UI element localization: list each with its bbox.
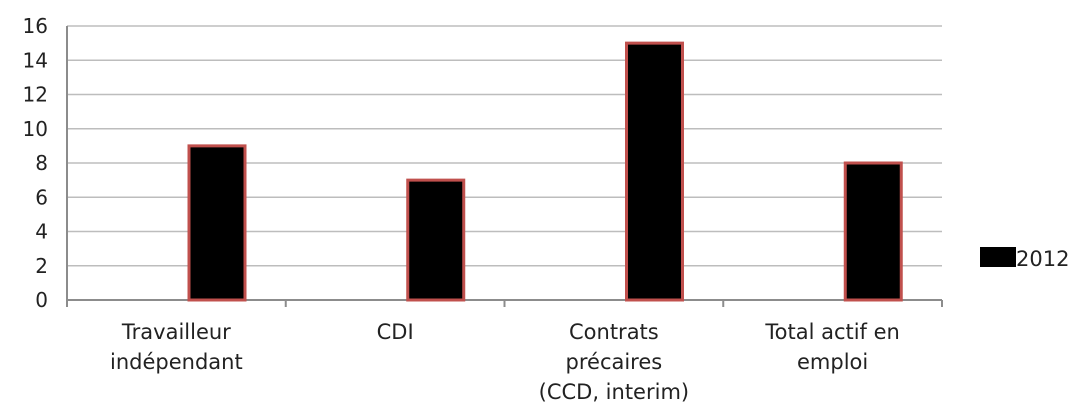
legend: 2012 xyxy=(980,247,1069,271)
x-category-label: emploi xyxy=(797,350,868,374)
y-tick-label-8: 8 xyxy=(35,151,48,175)
y-tick-label-16: 16 xyxy=(23,14,48,38)
bars xyxy=(187,41,903,302)
y-axis-tick-labels: 0 2 4 6 8 10 12 14 16 xyxy=(23,14,48,312)
x-category-label: (CCD, interim) xyxy=(539,380,689,404)
x-category-label: Total actif en xyxy=(764,320,900,344)
bar-1 xyxy=(406,178,466,302)
x-category-label: CDI xyxy=(377,320,414,344)
y-tick-label-2: 2 xyxy=(35,254,48,278)
x-category-label: indépendant xyxy=(110,350,243,374)
x-category-label: Travailleur xyxy=(121,320,231,344)
y-tick-label-6: 6 xyxy=(35,185,48,209)
y-tick-label-4: 4 xyxy=(35,220,48,244)
bar-0 xyxy=(187,144,247,302)
y-tick-label-10: 10 xyxy=(23,117,48,141)
x-category-label: précaires xyxy=(566,350,663,374)
y-tick-label-0: 0 xyxy=(35,288,48,312)
bar-2 xyxy=(625,41,684,302)
y-tick-label-14: 14 xyxy=(23,48,48,72)
x-category-label: Contrats xyxy=(569,320,659,344)
bar-3 xyxy=(843,161,903,302)
x-axis-category-labels: Travailleur indépendant CDI Contrats précair… xyxy=(110,320,900,404)
y-tick-label-12: 12 xyxy=(23,83,48,107)
legend-swatch-2012 xyxy=(980,247,1016,267)
legend-label-2012: 2012 xyxy=(1016,247,1069,271)
